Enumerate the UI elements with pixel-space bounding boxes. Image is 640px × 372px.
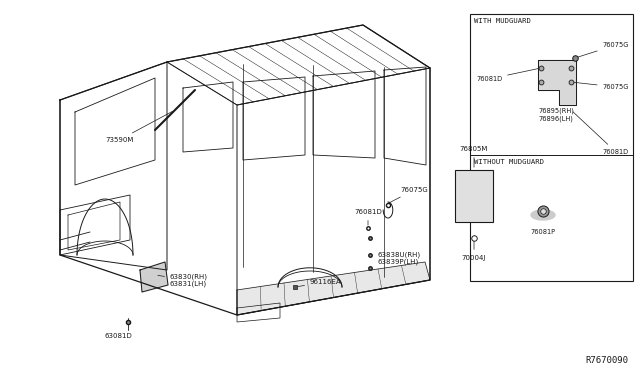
Text: 76075G: 76075G — [387, 187, 428, 204]
Text: 76075G: 76075G — [574, 82, 629, 90]
Text: 76895(RH)
76896(LH): 76895(RH) 76896(LH) — [538, 108, 574, 122]
Text: 76081P: 76081P — [531, 229, 556, 235]
Text: 76805M: 76805M — [460, 146, 488, 167]
Text: R7670090: R7670090 — [585, 356, 628, 365]
Text: WITH MUDGUARD: WITH MUDGUARD — [474, 18, 531, 24]
Bar — [470, 14, 633, 281]
Polygon shape — [237, 262, 430, 315]
Polygon shape — [140, 262, 168, 292]
Text: 70004J: 70004J — [462, 241, 486, 261]
Text: 73590M: 73590M — [105, 111, 173, 143]
Text: WITHOUT MUDGUARD: WITHOUT MUDGUARD — [474, 159, 544, 165]
Text: 63081D: 63081D — [104, 333, 132, 339]
Bar — [455, 170, 493, 222]
Text: 63830(RH)
63831(LH): 63830(RH) 63831(LH) — [157, 273, 208, 287]
Text: 63838U(RH)
63839P(LH): 63838U(RH) 63839P(LH) — [378, 251, 421, 265]
Polygon shape — [538, 60, 576, 105]
Ellipse shape — [531, 210, 555, 220]
Text: 76081D: 76081D — [573, 112, 629, 155]
Text: 96116EA: 96116EA — [298, 279, 342, 286]
Text: 76081D: 76081D — [476, 68, 538, 82]
Text: 76081D: 76081D — [354, 209, 382, 225]
Text: 76075G: 76075G — [578, 42, 629, 57]
